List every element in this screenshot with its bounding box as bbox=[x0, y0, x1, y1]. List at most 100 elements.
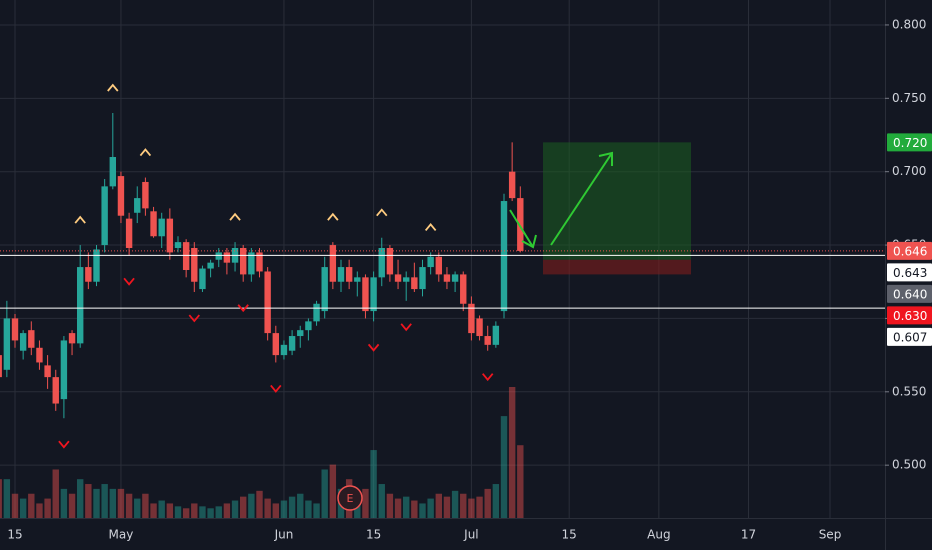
x-tick-label: 15 bbox=[366, 528, 381, 542]
candle-body bbox=[403, 277, 410, 282]
loss-zone bbox=[543, 259, 691, 275]
volume-bar bbox=[386, 493, 394, 518]
earnings-text[interactable]: E bbox=[347, 492, 354, 505]
price-label: 0.630 bbox=[893, 309, 927, 323]
volume-bar bbox=[77, 479, 84, 518]
candle-body bbox=[345, 267, 353, 282]
volume-bar bbox=[394, 498, 402, 518]
fractal-up bbox=[107, 83, 119, 92]
fractal-down bbox=[270, 384, 282, 393]
candle-body bbox=[60, 340, 68, 400]
fractal-down bbox=[367, 343, 380, 352]
candle-body bbox=[248, 252, 255, 275]
volume-bar bbox=[142, 493, 149, 518]
volume-bar bbox=[68, 493, 76, 518]
volume-bar bbox=[3, 479, 11, 518]
fractal-up bbox=[74, 215, 86, 224]
price-label-box bbox=[887, 133, 932, 152]
candle-body bbox=[386, 247, 394, 275]
candle-body bbox=[321, 267, 328, 312]
candle-body bbox=[0, 355, 2, 378]
y-tick-label: 0.500 bbox=[892, 458, 926, 472]
price-label: 0.640 bbox=[893, 287, 927, 301]
volume-bar bbox=[476, 496, 483, 518]
candle-body bbox=[476, 318, 483, 337]
candle-body bbox=[288, 336, 296, 351]
volume-bar bbox=[411, 500, 418, 518]
volume-bar bbox=[500, 416, 508, 518]
arrow bbox=[550, 152, 613, 246]
y-tick-label: 0.550 bbox=[892, 384, 926, 398]
candle-body bbox=[28, 330, 35, 348]
fractal-down bbox=[58, 440, 70, 449]
candle-body bbox=[484, 336, 491, 345]
volume-bar bbox=[508, 387, 516, 518]
candle-body bbox=[427, 256, 434, 268]
price-label: 0.646 bbox=[893, 244, 927, 258]
price-label-box bbox=[887, 306, 932, 325]
volume-bar bbox=[451, 490, 459, 518]
candle-body bbox=[3, 318, 11, 370]
candle-body bbox=[337, 267, 345, 282]
candle-body bbox=[443, 274, 451, 282]
x-tick-label: Jun bbox=[274, 528, 294, 542]
candle-body bbox=[125, 218, 133, 248]
fractal-down bbox=[400, 323, 412, 332]
candle-body bbox=[36, 347, 43, 363]
x-tick-label: 15 bbox=[7, 528, 22, 542]
volume-bar bbox=[468, 498, 475, 518]
candle-body bbox=[77, 267, 84, 344]
volume-bar bbox=[28, 493, 35, 518]
fractal-up bbox=[229, 212, 241, 221]
earnings-marker[interactable]: E bbox=[337, 485, 363, 511]
volume-bar bbox=[182, 508, 190, 518]
arrow-head bbox=[521, 234, 537, 249]
volume-bar bbox=[85, 484, 92, 518]
candle-body bbox=[199, 268, 206, 290]
volume-bar bbox=[215, 506, 222, 518]
volume-bar bbox=[36, 503, 43, 518]
fractals bbox=[58, 83, 494, 449]
volume-bar bbox=[378, 484, 385, 518]
candle-body bbox=[508, 171, 516, 199]
fractal-up bbox=[376, 208, 388, 217]
candle-body bbox=[93, 249, 100, 282]
price-lines bbox=[0, 250, 885, 309]
x-tick-label: 15 bbox=[562, 528, 577, 542]
volume-bar bbox=[321, 469, 328, 518]
volume-bar bbox=[134, 498, 141, 518]
volume-bar bbox=[166, 503, 174, 518]
candle-body bbox=[378, 247, 385, 278]
volume-bar bbox=[174, 506, 182, 518]
candle-body bbox=[134, 198, 141, 213]
volume-bar bbox=[207, 508, 214, 518]
volume-bar bbox=[272, 503, 279, 518]
volume-bar bbox=[403, 496, 410, 518]
arrow-head bbox=[598, 151, 613, 166]
candles bbox=[0, 112, 524, 419]
volume-bar bbox=[427, 498, 434, 518]
candle-body bbox=[19, 333, 27, 351]
candle-body bbox=[394, 274, 402, 282]
volume-bar bbox=[199, 506, 206, 518]
volume-bar bbox=[248, 493, 255, 518]
candle-body bbox=[492, 325, 500, 345]
candle-body bbox=[240, 247, 247, 275]
price-label: 0.720 bbox=[893, 136, 927, 150]
fractal-down bbox=[123, 277, 135, 286]
fractal-up bbox=[424, 222, 437, 231]
candle-body bbox=[329, 245, 337, 282]
fractal-up bbox=[139, 148, 152, 157]
candle-body bbox=[85, 267, 92, 282]
volume-bar bbox=[297, 493, 304, 518]
candle-body bbox=[451, 274, 459, 282]
candle-body bbox=[280, 344, 288, 356]
x-tick-label: 17 bbox=[741, 528, 756, 542]
volume-bar bbox=[52, 469, 59, 518]
earnings-icon[interactable] bbox=[337, 485, 363, 511]
candle-body bbox=[313, 303, 320, 322]
volume-bar bbox=[305, 500, 312, 518]
volume-bar bbox=[11, 493, 19, 518]
volume-bar bbox=[158, 500, 165, 518]
